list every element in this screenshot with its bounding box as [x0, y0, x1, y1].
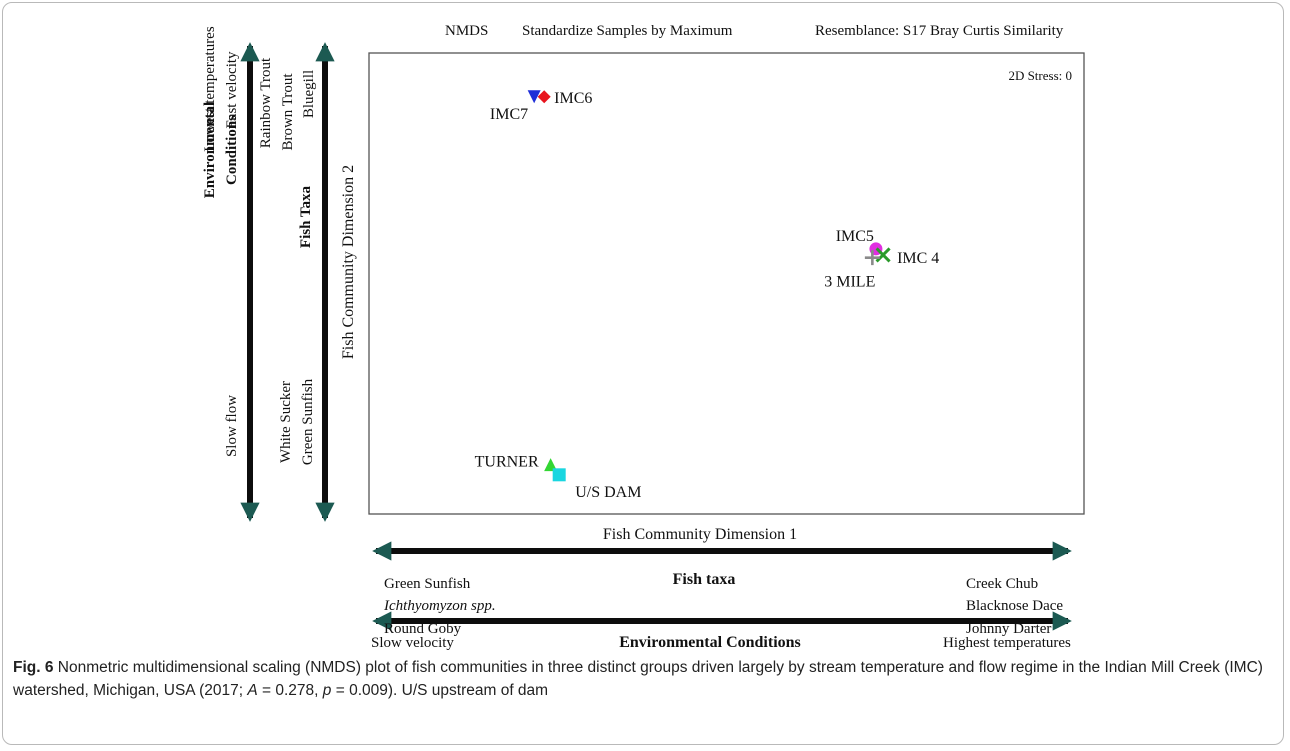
env-vertical-title-line-1: Environmental — [202, 102, 218, 198]
point-label-u-s-dam: U/S DAM — [575, 484, 641, 501]
taxa-horizontal-title: Fish taxa — [673, 571, 736, 588]
point-3-mile — [864, 250, 880, 266]
env-vertical-title-line-2: Conditions — [224, 115, 240, 185]
env-left-label: Slow velocity — [371, 635, 454, 651]
header-method: NMDS — [445, 23, 488, 39]
point-label-imc6: IMC6 — [554, 90, 592, 107]
header-transform: Standardize Samples by Maximum — [522, 23, 733, 39]
x-axis-label: Fish Community Dimension 1 — [603, 526, 797, 543]
taxa-vertical-title: Fish Taxa — [298, 185, 314, 248]
taxa-left-label-2: Ichthyomyzon spp. — [383, 598, 496, 614]
caption-stat-p: p — [322, 682, 332, 699]
point-turner — [544, 458, 558, 472]
point-imc7 — [527, 90, 541, 104]
nmds-figure: NMDS Standardize Samples by Maximum Rese… — [202, 23, 1085, 651]
taxa-left-label-1: Green Sunfish — [384, 576, 471, 592]
taxa-top-label-3: Bluegill — [301, 70, 317, 118]
env-bottom-label: Slow flow — [224, 395, 240, 457]
taxa-right-label-2: Blacknose Dace — [966, 598, 1063, 614]
env-top-label-2: Fast velocity — [224, 51, 240, 129]
caption-text-3: = 0.009). U/S upstream of dam — [331, 682, 549, 699]
caption-stat-a: A — [247, 682, 258, 699]
figure-caption: Fig. 6 Nonmetric multidimensional scalin… — [13, 656, 1275, 702]
point-label-imc7: IMC7 — [490, 106, 528, 123]
taxa-right-label-1: Creek Chub — [966, 576, 1038, 592]
taxa-top-label-2: Brown Trout — [280, 73, 296, 151]
stress-label: 2D Stress: 0 — [1008, 68, 1072, 83]
env-horizontal-title: Environmental Conditions — [619, 634, 801, 651]
caption-text-1: Nonmetric multidimensional scaling (NMDS… — [13, 659, 1263, 699]
point-imc-4 — [875, 247, 891, 263]
point-label-imc-4: IMC 4 — [897, 250, 939, 267]
taxa-right-label-3: Johnny Darter — [966, 621, 1051, 637]
point-label-3-mile: 3 MILE — [824, 274, 875, 291]
caption-label: Fig. 6 — [13, 659, 54, 676]
taxa-left-label-3: Round Goby — [384, 621, 462, 637]
point-imc6 — [537, 90, 551, 104]
header-resemblance: Resemblance: S17 Bray Curtis Similarity — [815, 23, 1064, 39]
point-label-turner: TURNER — [475, 454, 539, 471]
plot-area — [368, 52, 1085, 515]
env-right-label: Highest temperatures — [943, 635, 1071, 651]
taxa-bottom-label-2: Green Sunfish — [300, 378, 316, 465]
taxa-top-label-1: Rainbow Trout — [258, 57, 274, 148]
taxa-bottom-label-1: White Sucker — [278, 381, 294, 463]
point-label-imc5: IMC5 — [836, 228, 874, 245]
env-top-label-1: Lowest temperatures — [202, 26, 218, 152]
point-u-s-dam — [552, 468, 566, 482]
y-axis-label: Fish Community Dimension 2 — [340, 165, 357, 359]
caption-text-2: = 0.278, — [257, 682, 323, 699]
